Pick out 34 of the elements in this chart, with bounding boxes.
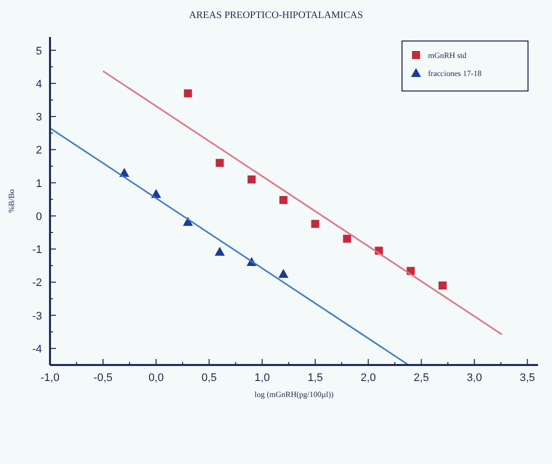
x-tick-label: 1,0: [254, 372, 270, 384]
x-tick-label: 2,0: [360, 372, 376, 384]
point: [216, 158, 224, 167]
y-tick-label: 2: [36, 144, 42, 157]
y-tick-label: -2: [32, 277, 42, 290]
y-tick-label: 3: [36, 112, 42, 124]
point: [279, 196, 288, 204]
chart-title: AREAS PREOPTICO-HIPOTALAMICAS: [189, 10, 363, 21]
point: [438, 281, 447, 290]
x-tick-label: -1,0: [40, 372, 60, 384]
point: [184, 89, 192, 98]
y-tick-label: -1: [32, 244, 42, 256]
y-tick-label: -4: [32, 343, 42, 356]
y-tick-label: 0: [36, 210, 42, 223]
legend-label: mGnRH std: [428, 51, 466, 60]
point: [311, 220, 320, 228]
point: [278, 268, 288, 278]
legend-label: fracciones 17-18: [428, 69, 482, 78]
x-tick-label: 0,0: [148, 372, 164, 384]
y-tick-label: 1: [36, 178, 42, 190]
point: [214, 246, 225, 256]
x-tick-label: 0,5: [201, 372, 217, 384]
x-tick-label: 2,5: [414, 372, 429, 384]
y-tick-label: -3: [32, 310, 42, 322]
point: [343, 234, 352, 243]
x-tick-label: -0,5: [94, 372, 113, 384]
x-tick-label: 1,5: [308, 372, 323, 384]
y-tick-label: 4: [36, 78, 42, 90]
x-tick-label: 3,0: [466, 372, 482, 384]
point: [248, 175, 256, 184]
y-tick-label: 5: [36, 45, 42, 58]
y-axis-title: %B/Bo: [7, 189, 16, 213]
x-axis-title: log (mGnRH(pg/100µl)): [254, 390, 334, 399]
x-tick-label: 3,5: [520, 372, 536, 384]
